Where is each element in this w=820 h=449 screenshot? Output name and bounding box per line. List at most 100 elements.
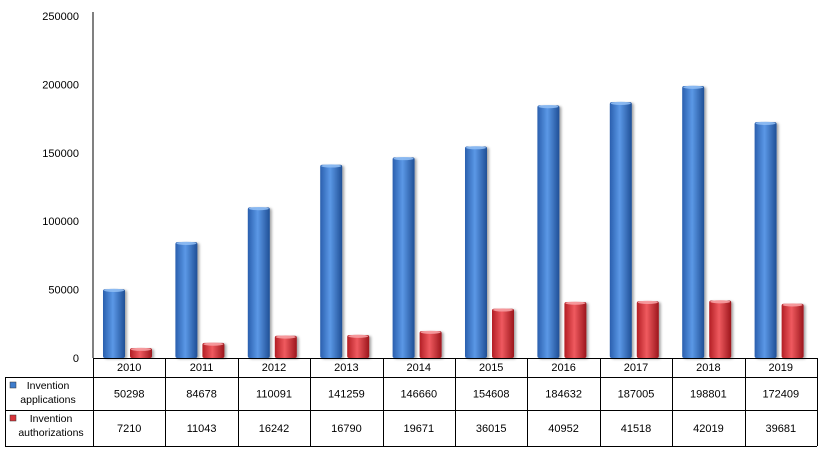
x-tick-label: 2018 xyxy=(696,362,720,374)
bar-highlight xyxy=(466,146,486,150)
data-table-cell: 40952 xyxy=(548,423,579,435)
bar-highlight xyxy=(493,308,513,312)
data-table-cell: 198801 xyxy=(690,389,727,401)
bar-highlight xyxy=(248,206,269,211)
bar-applications-body xyxy=(537,105,560,358)
legend-swatch-applications xyxy=(9,381,17,389)
bar-authorizations-body xyxy=(202,342,225,358)
bar-applications-body xyxy=(465,146,487,358)
legend-label: Invention xyxy=(30,413,73,425)
data-table-cell: 16242 xyxy=(259,423,290,435)
bar-authorizations-body xyxy=(492,308,514,358)
data-table-cell: 7210 xyxy=(117,423,141,435)
bar-applications-body xyxy=(609,102,632,359)
bar-highlight xyxy=(565,301,586,305)
bar-highlight xyxy=(321,164,342,168)
bar-authorizations xyxy=(492,308,514,358)
bar-highlight xyxy=(348,334,369,338)
bar-highlight xyxy=(131,347,151,351)
x-tick-label: 2013 xyxy=(334,362,358,374)
bar-applications xyxy=(175,241,198,358)
bar-highlight xyxy=(538,105,559,109)
bar-authorizations xyxy=(347,334,370,358)
x-tick-label: 2016 xyxy=(551,362,575,374)
legend-label: applications xyxy=(20,394,75,406)
data-table-cell: 50298 xyxy=(114,389,145,401)
bar-applications xyxy=(609,101,632,359)
y-tick-label: 100000 xyxy=(42,216,79,228)
bar-applications-body xyxy=(175,242,198,358)
y-tick-label: 150000 xyxy=(42,148,79,160)
bar-authorizations-body xyxy=(564,301,587,358)
bar-applications-body xyxy=(320,164,343,358)
bar-authorizations-body xyxy=(274,335,297,358)
bar-applications xyxy=(682,85,705,359)
legend-swatch-authorizations xyxy=(9,414,17,422)
bar-highlight xyxy=(683,85,704,89)
bar-authorizations-body xyxy=(347,335,370,358)
bar-highlight xyxy=(637,300,658,305)
bar-applications-body xyxy=(682,86,705,359)
bar-applications-body xyxy=(247,207,270,358)
bar-authorizations xyxy=(564,301,587,358)
legend-label: Invention xyxy=(27,380,70,392)
bar-applications xyxy=(465,146,487,358)
y-axis: 0 50000 100000 150000 200000 250000 xyxy=(42,11,94,365)
bar-authorizations-body xyxy=(636,301,659,358)
y-tick-label: 50000 xyxy=(48,285,79,297)
bar-highlight xyxy=(755,121,776,125)
bar-authorizations xyxy=(781,303,804,358)
bar-authorizations xyxy=(202,342,225,358)
x-tick-label: 2012 xyxy=(262,362,286,374)
y-tick-label: 0 xyxy=(73,353,79,365)
bar-applications xyxy=(320,164,343,358)
bar-authorizations xyxy=(130,347,152,358)
data-table-cell: 154608 xyxy=(473,389,510,401)
bar-applications-body xyxy=(392,157,415,358)
bar-highlight xyxy=(393,156,414,161)
x-tick-label: 2014 xyxy=(407,362,431,374)
x-tick-label: 2011 xyxy=(190,362,214,374)
data-table-cell: 36015 xyxy=(476,423,507,435)
bar-authorizations xyxy=(419,330,442,358)
legend-label: authorizations xyxy=(18,427,83,439)
data-table-cell: 172409 xyxy=(762,389,799,401)
data-table-cell: 146660 xyxy=(400,389,437,401)
data-table-cell: 11043 xyxy=(187,423,217,435)
y-tick-label: 250000 xyxy=(42,11,79,23)
bar-highlight xyxy=(275,335,296,339)
data-table-cell: 84678 xyxy=(186,389,217,401)
bar-highlight xyxy=(203,342,224,346)
bar-highlight xyxy=(782,303,803,307)
bar-authorizations-body xyxy=(419,331,442,358)
bar-authorizations xyxy=(274,335,297,358)
x-tick-label: 2015 xyxy=(479,362,503,374)
data-table-cell: 16790 xyxy=(331,423,362,435)
data-table-cell: 42019 xyxy=(693,423,724,435)
data-table-cell: 110091 xyxy=(256,389,292,401)
bar-applications xyxy=(247,206,270,358)
data-table: 2010 2011 2012 2013 2014 2015 2016 2017 2018 2019… xyxy=(5,358,818,447)
y-tick-label: 200000 xyxy=(42,79,79,91)
bar-authorizations xyxy=(636,300,659,358)
data-table-cell: 141259 xyxy=(328,389,365,401)
plot-area xyxy=(103,85,804,359)
bar-highlight xyxy=(610,101,631,105)
bar-highlight xyxy=(104,288,124,292)
data-table-cell: 41518 xyxy=(621,423,652,435)
data-table-cell: 39681 xyxy=(766,423,797,435)
bar-applications xyxy=(754,121,777,358)
bar-applications xyxy=(103,288,125,358)
bar-authorizations-body xyxy=(709,300,732,358)
bar-highlight xyxy=(420,330,441,334)
bar-authorizations xyxy=(709,300,732,358)
bar-applications-body xyxy=(103,289,125,358)
data-table-cell: 184632 xyxy=(545,389,582,401)
bar-highlight xyxy=(710,300,731,304)
x-tick-label: 2017 xyxy=(624,362,648,374)
bar-applications-body xyxy=(754,122,777,358)
bar-applications xyxy=(537,105,560,358)
x-tick-label: 2010 xyxy=(117,362,141,374)
x-tick-label: 2019 xyxy=(769,362,793,374)
